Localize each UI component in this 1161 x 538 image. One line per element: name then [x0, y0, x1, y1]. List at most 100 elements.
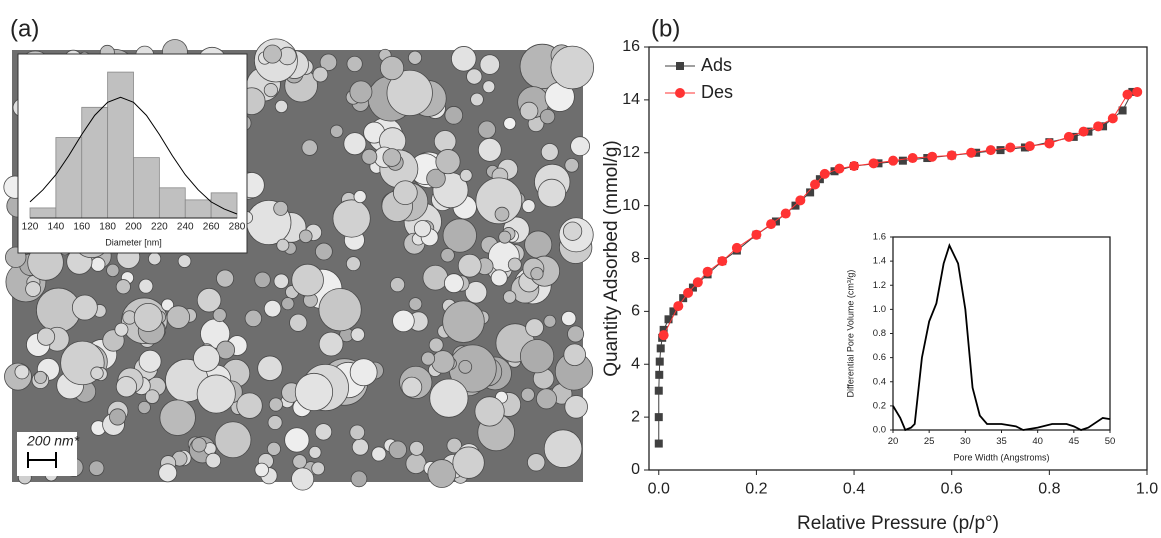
marker [771, 217, 780, 226]
sem-sphere [254, 462, 269, 478]
marker [795, 195, 806, 206]
sem-sphere [561, 310, 577, 327]
marker [731, 242, 742, 253]
marker [656, 344, 665, 353]
sem-sphere [407, 50, 422, 65]
sem-sphere [428, 337, 444, 353]
marker [996, 146, 1005, 155]
sem-sphere [343, 132, 367, 156]
sem-sphere [426, 168, 446, 189]
marker [1122, 89, 1133, 100]
y-tick-label: 0.2 [873, 400, 886, 411]
x-axis-label: Diameter [nm] [105, 237, 162, 247]
sem-sphere [452, 446, 485, 479]
sem-sphere [274, 99, 289, 114]
sem-sphere [444, 273, 464, 294]
sem-sphere [535, 388, 557, 410]
sem-sphere [457, 253, 482, 278]
sem-sphere [563, 343, 586, 367]
sem-sphere [276, 238, 290, 252]
marker [834, 163, 845, 174]
histogram-bar [55, 137, 83, 219]
sem-sphere [284, 427, 310, 453]
sem-sphere [349, 358, 378, 387]
sem-sphere [530, 267, 544, 281]
y-tick-label: 0.0 [873, 425, 886, 436]
sem-sphere [564, 157, 580, 173]
x-tick-label: 120 [22, 222, 39, 233]
sem-sphere [148, 252, 162, 266]
y-tick-label: 10 [622, 197, 640, 214]
sem-sphere [159, 399, 196, 436]
y-tick-label: 0 [631, 461, 640, 478]
marker [655, 370, 664, 379]
marker [791, 201, 800, 210]
sem-sphere [346, 55, 363, 73]
x-tick-label: 220 [151, 222, 168, 233]
sem-sphere [263, 44, 282, 64]
sem-sphere [301, 139, 318, 156]
sem-sphere [273, 273, 289, 289]
sem-sphere [413, 220, 432, 238]
sem-sphere [88, 460, 105, 476]
marker [780, 208, 791, 219]
sem-sphere [90, 256, 106, 272]
marker [888, 155, 899, 166]
sem-sphere [196, 287, 222, 313]
sem-sphere [294, 372, 334, 412]
legend-label: Des [701, 82, 733, 102]
marker [1024, 141, 1035, 152]
x-tick-label: 45 [1069, 436, 1080, 447]
sem-sphere [392, 309, 415, 333]
sem-sphere [494, 206, 510, 222]
sem-sphere [408, 297, 423, 311]
scale-bar [27, 452, 57, 468]
sem-sphere [524, 230, 553, 259]
sem-sphere [25, 281, 42, 297]
sem-sphere [244, 309, 263, 328]
x-tick-label: 50 [1105, 436, 1116, 447]
sem-sphere [311, 461, 325, 476]
sem-sphere [158, 463, 178, 483]
sem-sphere [444, 106, 464, 125]
sem-sphere [236, 392, 263, 419]
x-tick-label: 180 [99, 222, 116, 233]
scale-bar-label: 200 nm* [26, 433, 80, 449]
sem-sphere [537, 178, 566, 208]
y-tick-label: 16 [622, 38, 640, 55]
marker [717, 256, 728, 267]
panel-label: (a) [10, 15, 39, 42]
x-tick-label: 0.2 [745, 481, 767, 498]
marker [1063, 131, 1074, 142]
marker [664, 315, 673, 324]
sem-sphere [477, 138, 502, 162]
sem-sphere [36, 327, 56, 346]
sem-sphere [543, 429, 583, 468]
x-tick-label: 0.8 [1038, 481, 1060, 498]
marker [679, 294, 688, 303]
y-tick-label: 1.2 [873, 280, 886, 291]
histogram-bar [29, 207, 57, 219]
marker [1005, 142, 1016, 153]
sem-sphere [405, 453, 427, 475]
marker [923, 154, 932, 163]
sem-sphere [382, 148, 402, 167]
sem-sphere [539, 108, 556, 125]
x-tick-label: 160 [73, 222, 90, 233]
sem-sphere [106, 263, 120, 278]
marker [692, 277, 703, 288]
marker [1020, 143, 1029, 152]
sem-sphere [216, 269, 235, 288]
sem-sphere [109, 408, 127, 426]
legend-marker [676, 62, 684, 70]
sem-sphere [212, 308, 227, 323]
marker [654, 439, 663, 448]
sem-sphere [459, 168, 473, 182]
y-axis-label: Quantity Adsorbed (mmol/g) [601, 140, 622, 377]
sem-sphere [567, 325, 585, 343]
x-tick-label: 20 [888, 436, 899, 447]
sem-sphere [422, 264, 449, 291]
sem-sphere [315, 242, 333, 261]
sem-sphere [351, 438, 369, 456]
sem-sphere [466, 68, 483, 85]
